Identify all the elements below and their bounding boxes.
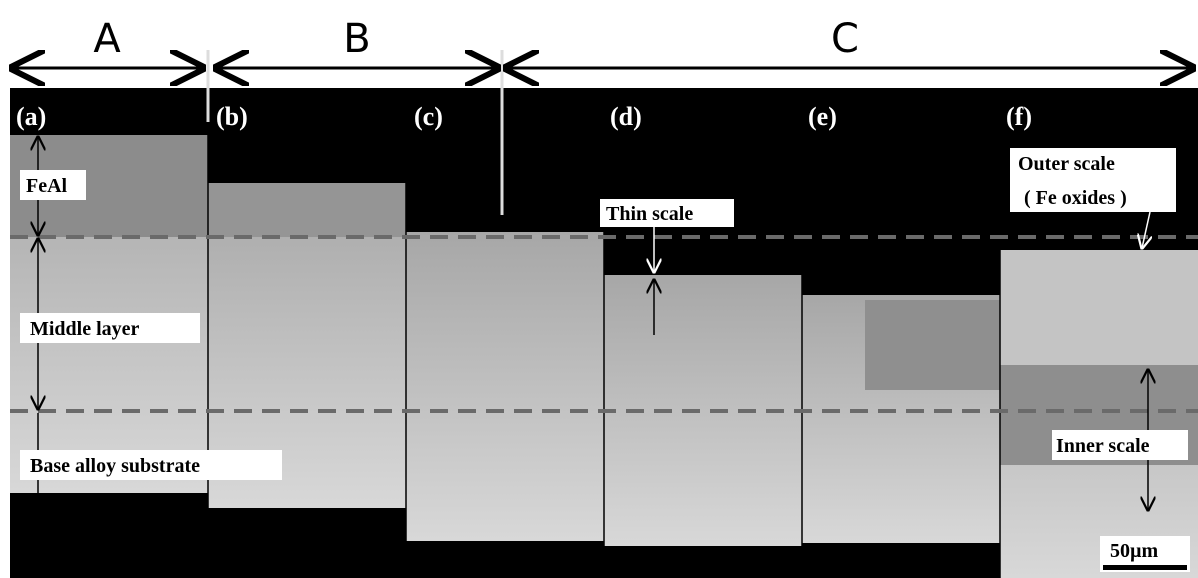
annotation: Thin scale xyxy=(606,203,693,225)
scale-bar xyxy=(1103,565,1187,570)
annotation: Inner scale xyxy=(1056,435,1150,457)
panel-label: (a) xyxy=(16,102,46,131)
annotation: Outer scale xyxy=(1018,153,1115,175)
section-label: C xyxy=(831,16,859,62)
section-label: A xyxy=(93,16,121,62)
panel-label: (b) xyxy=(216,102,248,131)
annotation: Base alloy substrate xyxy=(30,455,200,477)
annotation: ( Fe oxides ) xyxy=(1024,187,1127,209)
section-label: B xyxy=(343,16,370,62)
annotation: FeAl xyxy=(26,175,68,197)
annotation: Middle layer xyxy=(30,318,140,340)
panel-label: (f) xyxy=(1006,102,1032,131)
figure: A B C (a) (b) (c) (d) (e) (f) FeAl Middl… xyxy=(0,0,1198,578)
panel-label: (d) xyxy=(610,102,642,131)
panel-label: (c) xyxy=(414,102,443,131)
scale-bar-label: 50µm xyxy=(1110,540,1159,562)
panel-label: (e) xyxy=(808,102,837,131)
